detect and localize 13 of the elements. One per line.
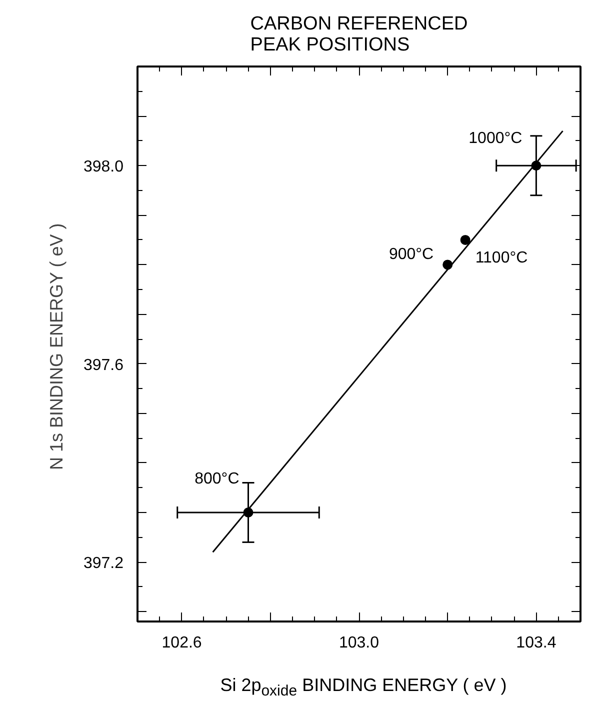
y-tick-label: 397.2 bbox=[83, 555, 124, 572]
y-tick-label: 397.6 bbox=[83, 356, 124, 374]
x-axis-title: Si 2p$_{oxide}$ BINDING ENERGY ( eV ) bbox=[220, 674, 507, 702]
y-tick-label: 398.0 bbox=[83, 158, 124, 176]
annotation: 1100°C bbox=[475, 249, 528, 266]
x-tick-label: 103.0 bbox=[338, 634, 380, 652]
annotation: 1000°C bbox=[468, 130, 522, 148]
chart-title: CARBON REFERENCED PEAK POSITIONS bbox=[250, 14, 468, 56]
x-tick-label: 102.6 bbox=[162, 634, 202, 652]
annotation: 800°C bbox=[194, 470, 240, 488]
x-tick-label: 103.4 bbox=[516, 634, 556, 652]
annotation: 900°C bbox=[388, 246, 434, 264]
y-axis-title: N 1s BINDING ENERGY ( eV ) bbox=[46, 223, 66, 470]
